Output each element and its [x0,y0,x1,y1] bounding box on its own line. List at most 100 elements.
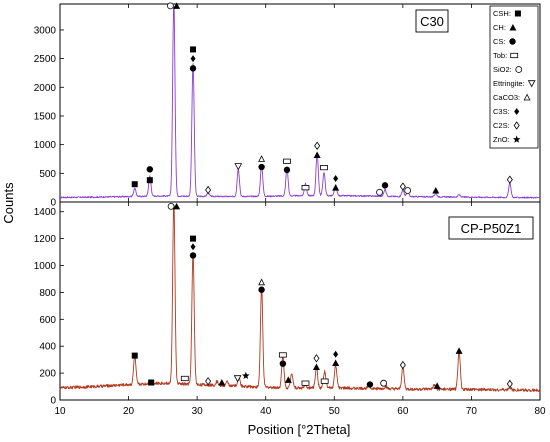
filled-triangle-marker [218,379,226,386]
sample-label-box [415,9,449,33]
filled-circle-marker [258,163,265,171]
open-diamond-marker [399,360,406,370]
y-tick-label: 0 [50,198,56,209]
delta-marker [523,93,531,101]
y-tick-label: 1500 [34,111,57,122]
legend: CSH: CH: CS: Tob: SiO2: Ettringite: CaCO3: C3S:… [489,5,539,149]
filled-triangle-marker [433,382,441,389]
star-marker [242,371,250,380]
legend-entry-label: ZnO: [493,135,510,144]
filled-circle-marker [366,381,374,388]
open-rectangle-marker [278,352,287,358]
x-tick-label: 60 [397,406,409,417]
open-circle-marker [404,187,412,194]
filled-square-marker [146,177,153,184]
filled-diamond-marker [190,243,196,251]
legend-entry-label: C2S: [493,121,510,130]
filled-circle-marker [509,38,516,45]
legend-entry-label: C3S: [493,107,510,116]
legend-entry-label: CH: [493,23,506,32]
filled-circle-marker [258,286,265,293]
y-tick-label: 1200 [34,234,57,245]
x-tick-label: 10 [54,406,66,417]
sample-label-box [448,216,534,240]
y-tick-label: 500 [39,169,56,180]
open-circle-marker [167,202,175,210]
open-diamond-marker [513,121,520,130]
filled-circle-marker [283,166,291,174]
y-tick-label: 400 [39,342,56,353]
filled-diamond-marker [333,174,339,182]
filled-square-marker [148,379,155,386]
y-tick-label: 2500 [34,54,57,65]
legend-entry-label: CaCO3: [493,93,520,102]
legend-entry-label: CS: [493,37,506,46]
filled-triangle-marker [432,187,440,194]
x-axis-title: Position [°2Theta] [248,422,351,437]
filled-triangle-marker [332,359,340,367]
panel-2: 0 200 400 600 800 1000 1200 1400 CP-P50Z1 [34,201,541,407]
x-tick-label: 70 [466,406,478,417]
open-diamond-marker [205,376,212,386]
panel-frame [59,201,541,401]
y-tick-label: 800 [39,288,56,299]
open-diamond-marker [314,141,321,150]
y-tick-label: 1000 [34,261,57,272]
filled-triangle-marker [312,363,320,371]
filled-circle-marker [381,182,389,189]
filled-diamond-marker [514,108,520,115]
filled-triangle-marker [173,202,181,210]
plot-panels: 050010001500200025003000C30CSH:CH:CS:Tob… [34,2,546,417]
filled-circle-marker [189,65,197,72]
open-circle-marker [515,66,523,73]
open-down-triangle-marker [233,375,242,383]
panel-1: 0 500 1000 1500 2000 2500 3000 C30 CSH: CH: CS: Tob… [34,2,541,209]
open-rectangle-marker [301,185,310,191]
delta-marker [258,155,266,162]
filled-triangle-marker [455,347,463,354]
x-tick-label: 30 [192,406,204,417]
open-diamond-marker [399,182,406,191]
legend-entry-label: Tob: [493,51,507,60]
legend-entry-label: Ettringite: [493,79,525,88]
legend-entry-label: SiO2: [493,65,512,74]
filled-triangle-marker [332,184,340,191]
open-rectangle-marker [301,380,310,386]
open-diamond-marker [506,175,513,184]
series-line [59,204,541,393]
y-tick-label: 3000 [34,25,57,36]
filled-square-marker [131,352,138,359]
panel-frame [59,3,541,203]
filled-square-marker [190,46,197,53]
open-rectangle-marker [320,164,328,171]
filled-diamond-marker [333,350,339,358]
filled-square-marker [131,181,138,188]
filled-triangle-marker [284,376,292,383]
y-axis-title: Counts [1,182,16,224]
y-tick-label: 0 [50,396,56,407]
filled-circle-marker [189,252,197,259]
sample-label: C30 [420,14,444,29]
filled-triangle-marker [173,2,181,9]
open-down-triangle-marker [234,163,243,171]
open-rectangle-marker [180,375,189,382]
y-tick-label: 1000 [34,140,57,151]
y-tick-label: 200 [39,369,56,380]
series-line [59,6,541,199]
filled-triangle-marker [313,151,321,158]
open-rectangle-marker [283,158,291,164]
filled-square-marker [190,235,197,242]
open-diamond-marker [313,354,320,363]
filled-triangle-marker [509,24,517,31]
x-tick-label: 80 [534,406,546,417]
sample-label: CP-P50Z1 [461,221,522,236]
filled-circle-marker [146,166,154,173]
open-rectangle-marker [320,378,329,384]
x-tick-label: 20 [123,406,135,417]
open-circle-marker [166,2,174,10]
legend-entry-label: CSH: [493,9,511,18]
star-marker [512,135,521,143]
filled-diamond-marker [190,55,196,63]
open-circle-marker [376,188,383,196]
